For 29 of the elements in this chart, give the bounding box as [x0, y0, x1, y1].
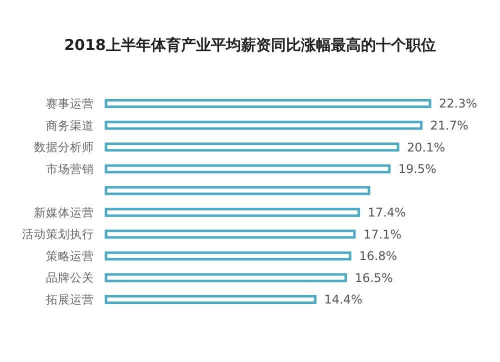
- data-label: 19.5%: [398, 162, 436, 176]
- data-label: 22.3%: [439, 96, 478, 111]
- data-label: 20.1%: [407, 140, 446, 154]
- y-tick-label: 数据分析师: [34, 140, 94, 154]
- bar: [104, 186, 370, 196]
- data-label: 14.4%: [324, 292, 362, 307]
- y-tick-label: 活动策划执行: [22, 227, 94, 242]
- bar: [104, 164, 391, 174]
- y-tick-label: 策略运营: [46, 248, 94, 263]
- y-tick-label: 赛事运营: [46, 96, 94, 111]
- chart-title: 2018上半年体育产业平均薪资同比涨幅最高的十个职位: [64, 36, 436, 54]
- data-label: 17.1%: [363, 227, 402, 242]
- y-tick-label: 商务渠道: [46, 118, 94, 132]
- y-tick-label: 拓展运营: [45, 292, 94, 307]
- bar: [104, 120, 423, 130]
- data-label: 16.5%: [354, 270, 393, 285]
- y-tick-label: 市场营销: [46, 162, 94, 176]
- bar: [104, 273, 347, 282]
- bar: [104, 142, 400, 152]
- data-label: 17.4%: [368, 206, 406, 220]
- data-label: 21.7%: [430, 118, 468, 132]
- bar: [104, 230, 356, 239]
- bar: [104, 208, 360, 217]
- bar: [104, 98, 432, 108]
- y-tick-label: 品牌公关: [46, 270, 94, 285]
- bar: [104, 251, 352, 260]
- y-tick-label: 新媒体运营: [34, 205, 94, 220]
- bar: [104, 294, 316, 304]
- data-label: 16.8%: [359, 249, 398, 264]
